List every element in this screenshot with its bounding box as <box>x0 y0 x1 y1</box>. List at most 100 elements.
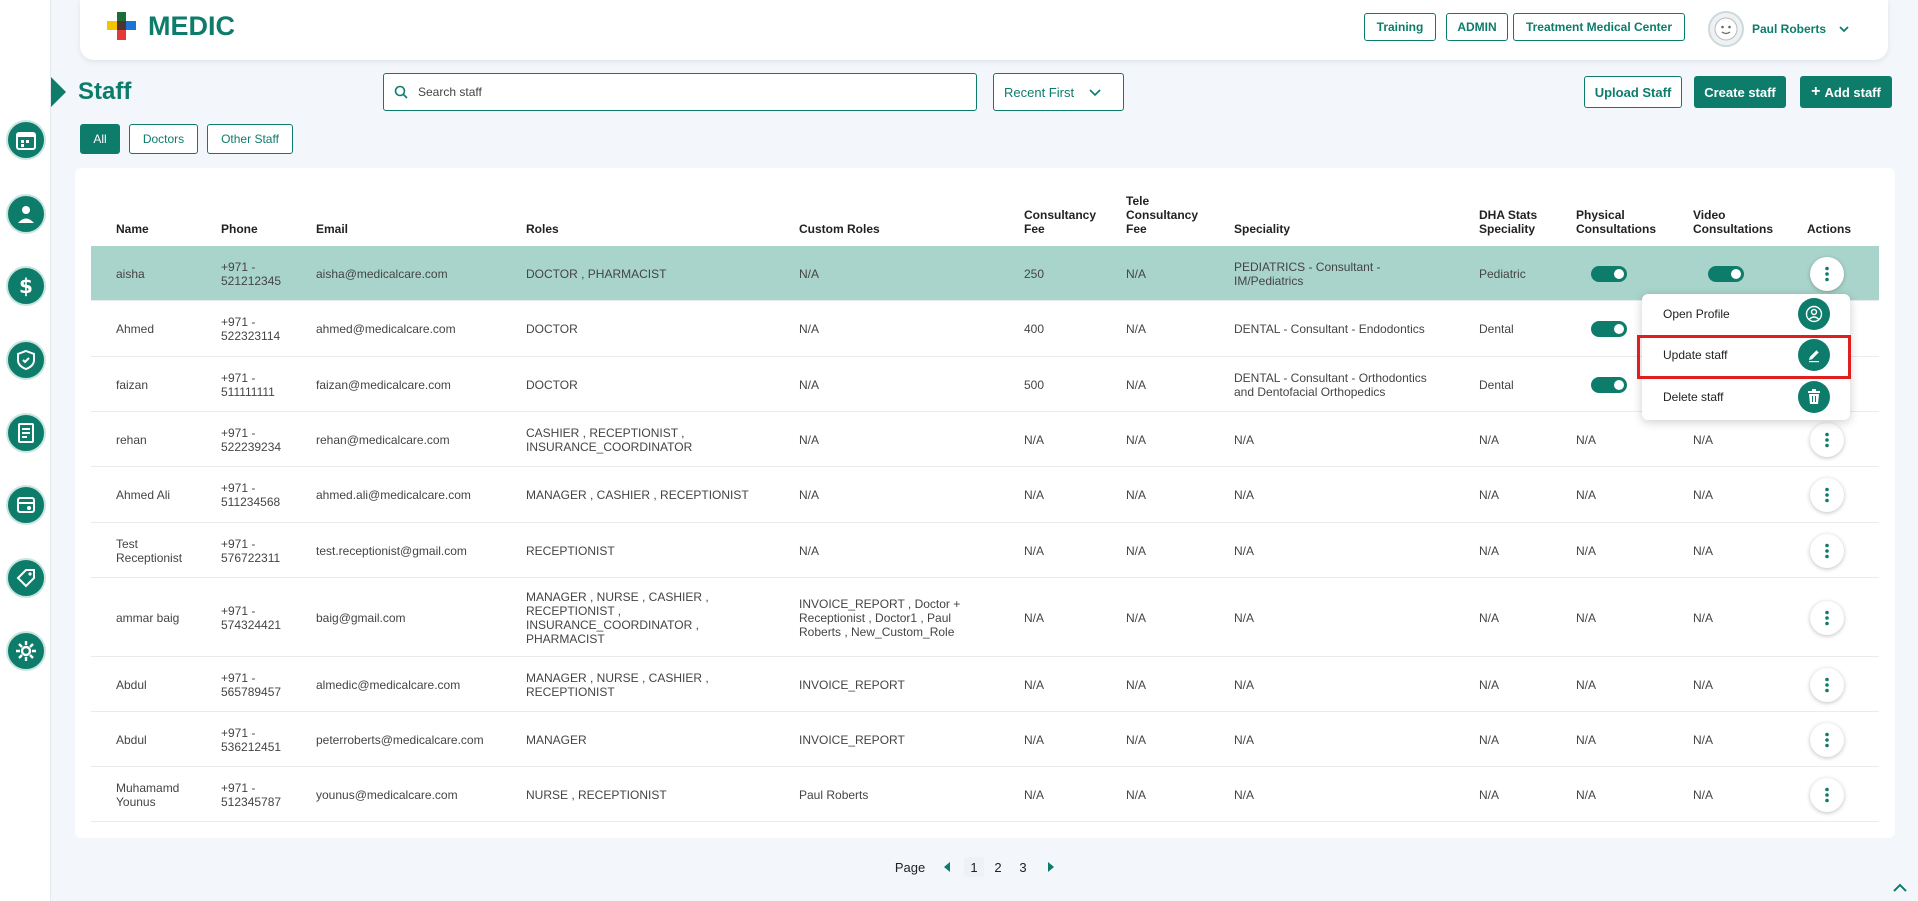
cell-email-line: baig@gmail.com <box>316 610 406 625</box>
training-button[interactable]: Training <box>1364 13 1436 41</box>
cell-video-line: N/A <box>1693 787 1714 802</box>
prev-page-button[interactable] <box>940 857 954 877</box>
cell-phone-line: 522239234 <box>221 439 282 454</box>
menu-delete-staff[interactable]: Delete staff <box>1642 377 1850 417</box>
search-box[interactable] <box>383 73 977 111</box>
cell-phone: +971 -574324421 <box>221 604 281 632</box>
cell-name: faizan <box>116 378 148 392</box>
billing-icon[interactable] <box>6 485 46 525</box>
table-row[interactable] <box>91 712 1879 767</box>
tag-icon[interactable] <box>6 558 46 598</box>
next-page-button[interactable] <box>1044 857 1058 877</box>
sort-select[interactable]: Recent First <box>993 73 1124 111</box>
logo[interactable]: MEDIC <box>106 10 235 42</box>
cell-name: rehan <box>116 433 147 447</box>
cell-name-line: Ahmed Ali <box>116 488 171 502</box>
upload-staff-button[interactable]: Upload Staff <box>1584 76 1682 108</box>
table-row[interactable] <box>91 657 1879 712</box>
col-actions-header: Actions <box>1807 222 1852 236</box>
table-row[interactable] <box>91 578 1879 657</box>
table-row[interactable] <box>91 246 1879 301</box>
page-2-button[interactable]: 2 <box>994 859 1002 875</box>
report-icon[interactable] <box>6 413 46 453</box>
video-toggle[interactable] <box>1708 265 1744 282</box>
cell-phone-line: 574324421 <box>221 617 282 632</box>
cell-phone-line: +971 - <box>221 536 256 551</box>
more-vertical-icon <box>1825 677 1829 692</box>
scroll-top-icon[interactable] <box>1890 878 1910 898</box>
col-video-header: Video Consultations <box>1693 208 1773 236</box>
search-icon <box>394 85 408 99</box>
table-row[interactable] <box>91 412 1879 467</box>
cell-email-line: aisha@medicalcare.com <box>316 266 448 281</box>
table-row[interactable] <box>91 523 1879 578</box>
cell-dha-speciality-line: N/A <box>1479 677 1500 692</box>
filter-other-staff[interactable]: Other Staff <box>207 124 293 154</box>
cell-speciality-line: N/A <box>1234 432 1255 447</box>
table-row[interactable] <box>91 357 1879 412</box>
filter-doctors[interactable]: Doctors <box>129 124 198 154</box>
cell-custom-roles-line: INVOICE_REPORT <box>799 732 905 747</box>
row-actions-button[interactable] <box>1810 478 1844 512</box>
settings-icon[interactable] <box>6 631 46 671</box>
physical-toggle[interactable] <box>1591 376 1627 393</box>
cell-speciality-line: N/A <box>1234 677 1255 692</box>
cell-video: N/A <box>1693 733 1713 747</box>
row-actions-button[interactable] <box>1810 422 1844 457</box>
table-row[interactable] <box>91 467 1879 523</box>
cell-roles: DOCTOR <box>526 378 578 392</box>
cell-custom-roles: Paul Roberts <box>799 788 868 802</box>
cell-fee-line: N/A <box>1024 488 1045 502</box>
menu-open-profile[interactable]: Open Profile <box>1642 294 1850 334</box>
row-actions-button[interactable] <box>1810 600 1844 635</box>
user-menu[interactable]: Paul Roberts <box>1708 11 1850 47</box>
cell-phone-line: +971 - <box>221 370 256 385</box>
cell-fee: N/A <box>1024 733 1044 747</box>
cell-name-line: Abdul <box>116 677 147 692</box>
cell-email-line: ahmed@medicalcare.com <box>316 322 456 336</box>
search-input[interactable] <box>418 85 938 99</box>
admin-button[interactable]: ADMIN <box>1446 13 1508 41</box>
cell-dha-speciality-line: N/A <box>1479 732 1500 747</box>
cell-phone-line: 522323114 <box>221 329 281 343</box>
cell-custom-roles: N/A <box>799 433 819 447</box>
create-staff-button[interactable]: Create staff <box>1694 76 1786 108</box>
app-name: MEDIC <box>148 10 235 41</box>
caret-right-icon <box>1048 862 1054 872</box>
filter-all[interactable]: All <box>80 124 120 154</box>
row-actions-button[interactable] <box>1810 256 1844 291</box>
calendar-icon[interactable] <box>6 120 46 160</box>
cell-phone-line: 576722311 <box>221 550 281 565</box>
cell-speciality-line: N/A <box>1234 488 1255 502</box>
cell-roles: RECEPTIONIST <box>526 544 615 558</box>
cell-physical-line: N/A <box>1576 732 1597 747</box>
cell-roles-line: CASHIER , RECEPTIONIST , <box>526 425 685 440</box>
dollar-icon[interactable]: $ <box>6 266 46 306</box>
table-row[interactable] <box>91 767 1879 822</box>
cell-dha-speciality-line: Dental <box>1479 322 1514 336</box>
row-actions-button[interactable] <box>1810 722 1844 757</box>
cell-tele-fee-line: N/A <box>1126 377 1147 392</box>
cell-dha-speciality-line: N/A <box>1479 432 1500 447</box>
cell-video: N/A <box>1693 544 1713 558</box>
page-3-button[interactable]: 3 <box>1019 859 1027 875</box>
cell-email: faizan@medicalcare.com <box>316 378 451 392</box>
svg-text:$: $ <box>19 274 33 298</box>
clinic-button[interactable]: Treatment Medical Center <box>1513 13 1685 41</box>
add-staff-button[interactable]: + Add staff <box>1800 76 1892 108</box>
row-actions-button[interactable] <box>1810 533 1844 568</box>
cell-dha-speciality: Dental <box>1479 378 1514 392</box>
medic-cross-icon <box>107 12 136 40</box>
doctor-icon[interactable] <box>6 194 46 234</box>
menu-update-staff[interactable]: Update staff <box>1642 335 1850 375</box>
insurance-icon[interactable] <box>6 340 46 380</box>
cell-phone: +971 -522323114 <box>221 315 280 343</box>
table-row[interactable] <box>91 301 1879 357</box>
annotation-highlight-box <box>1637 335 1851 379</box>
row-actions-button[interactable] <box>1810 667 1844 702</box>
page-1-button[interactable]: 1 <box>964 857 984 877</box>
physical-toggle[interactable] <box>1591 265 1627 282</box>
physical-toggle[interactable] <box>1591 321 1627 337</box>
row-actions-button[interactable] <box>1810 777 1844 812</box>
cell-name: ammar baig <box>116 611 179 625</box>
